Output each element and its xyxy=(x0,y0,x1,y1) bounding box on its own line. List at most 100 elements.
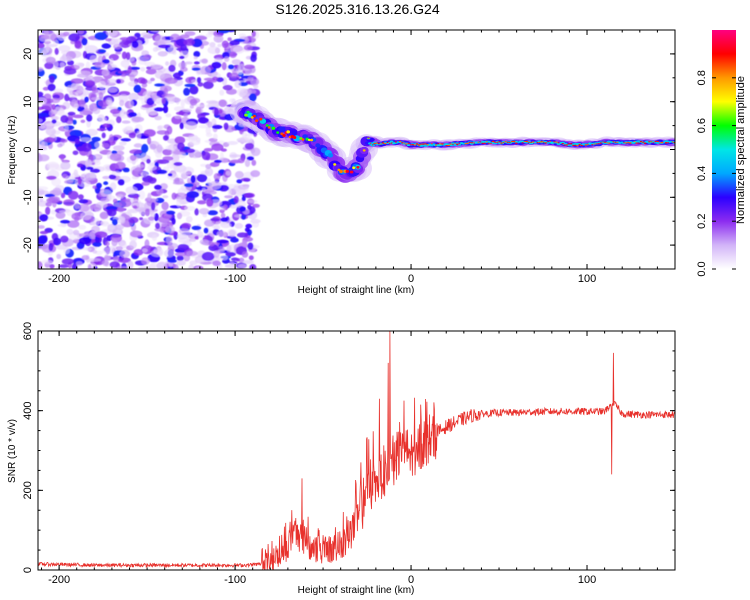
ridge-blob xyxy=(398,140,402,143)
noise-blob xyxy=(102,59,110,64)
noise-blob xyxy=(77,163,84,168)
noise-blob xyxy=(147,177,157,184)
noise-blob xyxy=(228,160,242,164)
noise-blob xyxy=(171,217,176,225)
noise-blob xyxy=(163,105,169,114)
noise-blob xyxy=(145,208,150,217)
noise-blob xyxy=(44,30,56,40)
ridge-blob xyxy=(603,141,607,143)
noise-blob xyxy=(60,219,71,224)
noise-blob xyxy=(167,259,177,263)
noise-blob xyxy=(149,143,157,150)
noise-blob xyxy=(92,249,98,254)
noise-blob xyxy=(141,143,149,153)
noise-blob xyxy=(100,189,112,197)
ridge-blob xyxy=(641,141,645,143)
y-tick-label: 400 xyxy=(22,401,34,419)
noise-blob xyxy=(109,153,122,162)
noise-blob xyxy=(72,114,84,119)
ridge-blob xyxy=(597,143,600,145)
noise-blob xyxy=(118,257,131,264)
noise-blob xyxy=(64,124,69,132)
noise-blob xyxy=(211,143,224,151)
ridge-layer xyxy=(244,110,675,174)
noise-blob xyxy=(74,138,80,145)
x-tick-label: -100 xyxy=(224,574,246,586)
noise-blob xyxy=(66,85,73,93)
colorbar: 0.0 0.2 0.4 0.6 0.8 Normalized spectral ampl… xyxy=(696,30,747,277)
noise-blob xyxy=(174,252,187,257)
noise-blob xyxy=(189,85,199,95)
noise-blob xyxy=(208,242,215,247)
noise-blob xyxy=(184,61,193,65)
ridge-blob xyxy=(301,138,305,141)
noise-blob xyxy=(127,260,134,269)
ridge-blob xyxy=(413,144,416,146)
noise-blob xyxy=(128,92,139,102)
ridge-blob xyxy=(250,116,254,119)
spectrogram-xlabel: Height of straight line (km) xyxy=(298,285,415,296)
ridge-blob xyxy=(502,142,505,143)
noise-blob xyxy=(166,125,173,135)
noise-blob xyxy=(122,168,130,173)
ridge-blob xyxy=(403,142,406,144)
signal-ridge xyxy=(229,98,675,183)
noise-blob xyxy=(57,223,67,227)
noise-blob xyxy=(165,235,173,245)
ridge-blob xyxy=(470,142,474,145)
noise-blob xyxy=(167,173,173,177)
noise-blob xyxy=(61,258,75,265)
noise-blob xyxy=(183,254,191,262)
noise-blob xyxy=(101,69,110,76)
noise-blob xyxy=(214,159,222,163)
ridge-blob xyxy=(527,141,531,143)
noise-blob xyxy=(92,241,102,247)
noise-blob xyxy=(128,99,134,108)
noise-blob xyxy=(171,192,177,200)
noise-blob xyxy=(163,87,168,96)
noise-blob xyxy=(224,195,233,199)
y-tick-label: 600 xyxy=(22,322,34,340)
noise-blob xyxy=(133,84,142,94)
noise-blob xyxy=(96,116,107,123)
x-tick-label: -200 xyxy=(48,273,70,285)
noise-blob xyxy=(211,61,222,69)
noise-blob xyxy=(187,177,192,184)
noise-blob xyxy=(38,112,49,117)
spectrogram-image xyxy=(38,30,675,269)
noise-blob xyxy=(49,264,55,269)
noise-blob xyxy=(60,235,69,243)
noise-blob xyxy=(112,218,118,226)
noise-blobs xyxy=(38,30,261,269)
ridge-blob xyxy=(390,142,393,144)
ridge-blob xyxy=(455,142,460,145)
noise-blob xyxy=(155,222,161,230)
noise-blob xyxy=(45,206,51,215)
noise-blob xyxy=(236,232,249,238)
noise-blob xyxy=(209,42,216,48)
noise-blob xyxy=(201,187,206,192)
noise-blob xyxy=(113,145,125,151)
noise-blob xyxy=(193,56,198,60)
ridge-blob xyxy=(563,144,566,146)
noise-blob xyxy=(48,196,61,203)
noise-blob xyxy=(111,239,118,247)
noise-blob xyxy=(150,249,164,257)
ridge-blob xyxy=(487,142,490,144)
noise-blob xyxy=(217,249,225,253)
noise-blob xyxy=(184,183,194,188)
noise-blob xyxy=(250,170,261,178)
ridge-blob xyxy=(244,113,248,117)
noise-blob xyxy=(66,56,72,62)
noise-blob xyxy=(84,96,89,103)
noise-blob xyxy=(229,51,237,58)
noise-blob xyxy=(196,174,208,183)
noise-blob xyxy=(239,137,245,144)
noise-blob xyxy=(250,54,257,62)
noise-blob xyxy=(116,79,121,84)
noise-blob xyxy=(246,156,255,161)
ridge-blob xyxy=(481,142,484,144)
noise-blob xyxy=(119,39,131,48)
noise-blob xyxy=(45,44,50,53)
